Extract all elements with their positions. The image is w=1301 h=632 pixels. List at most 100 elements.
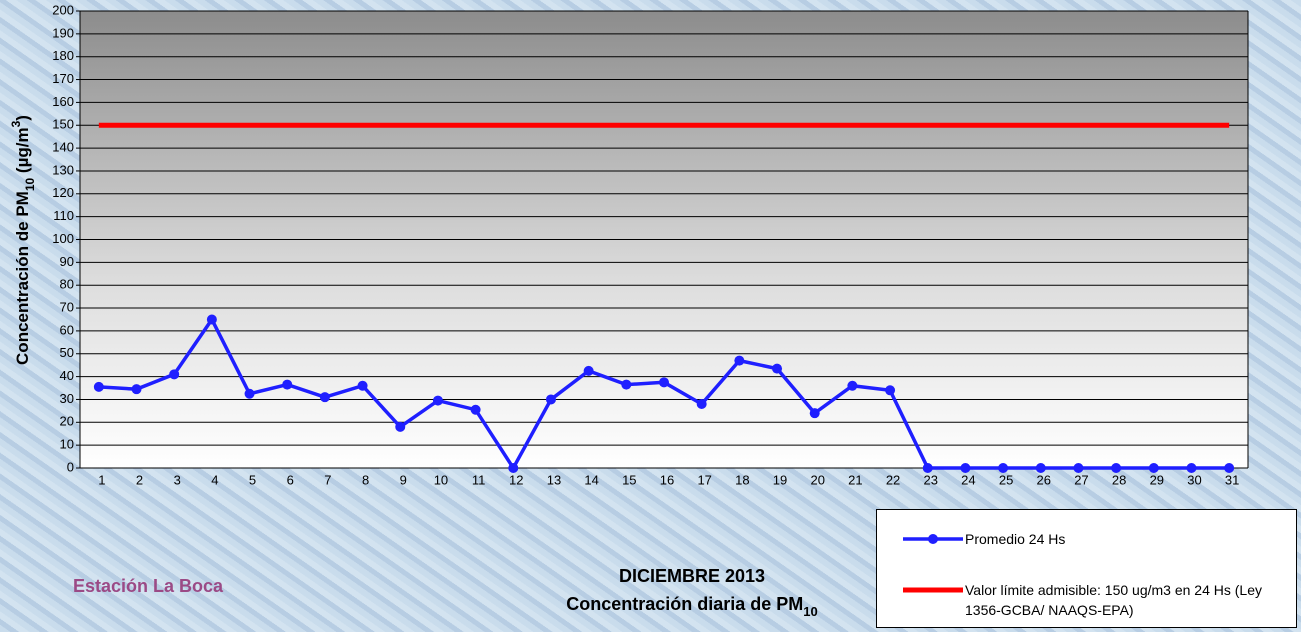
subtitle-sub: 10 (803, 604, 817, 619)
data-point (810, 408, 820, 418)
data-point (772, 364, 782, 374)
y-tick-label: 170 (52, 71, 74, 86)
data-point (697, 399, 707, 409)
x-tick-label: 9 (400, 472, 407, 487)
data-point (659, 377, 669, 387)
x-tick-label: 17 (697, 472, 711, 487)
y-tick-label: 20 (60, 414, 74, 429)
y-tick-label: 100 (52, 231, 74, 246)
data-point (885, 385, 895, 395)
y-tick-label: 160 (52, 94, 74, 109)
data-point (320, 392, 330, 402)
y-tick-label: 110 (53, 208, 74, 223)
x-tick-label: 7 (324, 472, 331, 487)
legend-swatch (903, 527, 965, 551)
data-point (1149, 463, 1159, 473)
x-tick-label: 26 (1037, 472, 1051, 487)
y-tick-label: 70 (60, 299, 74, 314)
data-point (546, 394, 556, 404)
data-point (1224, 463, 1234, 473)
data-point (94, 382, 104, 392)
y-tick-label: 150 (52, 117, 74, 132)
data-point (1111, 463, 1121, 473)
data-point (433, 396, 443, 406)
x-tick-label: 28 (1112, 472, 1126, 487)
y-tick-label: 10 (60, 437, 74, 452)
data-point (245, 389, 255, 399)
data-point (923, 463, 933, 473)
data-point (282, 380, 292, 390)
x-tick-label: 4 (211, 472, 218, 487)
x-tick-label: 25 (999, 472, 1013, 487)
data-point (358, 381, 368, 391)
x-tick-label: 11 (472, 472, 486, 487)
y-tick-label: 30 (60, 391, 74, 406)
data-point (734, 356, 744, 366)
data-point (395, 422, 405, 432)
y-label-part: ) (13, 115, 32, 121)
y-tick-label: 130 (52, 162, 74, 177)
chart-subtitle: Concentración diaria de PM10 (566, 594, 818, 619)
x-tick-label: 5 (249, 472, 256, 487)
data-point (1073, 463, 1083, 473)
data-point (998, 463, 1008, 473)
y-axis-label: Concentración de PM10 (µg/m3) (9, 115, 37, 365)
y-tick-label: 0 (67, 459, 74, 474)
x-tick-label: 13 (547, 472, 561, 487)
data-point (847, 381, 857, 391)
x-tick-label: 31 (1225, 472, 1239, 487)
x-tick-label: 10 (434, 472, 448, 487)
y-label-part: Concentración de PM (13, 191, 32, 365)
legend-label: Promedio 24 Hs (965, 529, 1290, 549)
x-tick-label: 15 (622, 472, 636, 487)
x-tick-label: 14 (584, 472, 598, 487)
data-point (207, 314, 217, 324)
x-tick-label: 1 (98, 472, 105, 487)
data-point (960, 463, 970, 473)
data-point (169, 369, 179, 379)
legend-swatch (903, 578, 965, 602)
y-label-sub: 10 (23, 177, 37, 191)
x-tick-label: 23 (924, 472, 938, 487)
y-tick-label: 40 (60, 368, 74, 383)
data-point (584, 366, 594, 376)
y-tick-label: 80 (60, 277, 74, 292)
y-tick-label: 60 (60, 322, 74, 337)
x-tick-label: 24 (961, 472, 975, 487)
legend: Promedio 24 Hs Valor límite admisible: 15… (876, 509, 1297, 628)
y-tick-label: 200 (52, 2, 74, 17)
x-tick-label: 19 (773, 472, 787, 487)
x-tick-label: 6 (287, 472, 294, 487)
y-tick-label: 190 (52, 25, 74, 40)
x-tick-label: 20 (810, 472, 824, 487)
x-tick-label: 30 (1187, 472, 1201, 487)
y-tick-label: 50 (60, 345, 74, 360)
data-point (621, 380, 631, 390)
x-tick-label: 29 (1150, 472, 1164, 487)
data-point (1036, 463, 1046, 473)
data-point (132, 384, 142, 394)
y-tick-label: 140 (52, 140, 74, 155)
x-tick-label: 22 (886, 472, 900, 487)
x-tick-label: 12 (509, 472, 523, 487)
chart-title: DICIEMBRE 2013 (619, 566, 765, 586)
data-point (471, 405, 481, 415)
x-tick-label: 8 (362, 472, 369, 487)
data-point (1186, 463, 1196, 473)
x-tick-label: 16 (660, 472, 674, 487)
legend-marker (928, 534, 938, 544)
x-tick-label: 21 (848, 472, 862, 487)
x-tick-label: 2 (136, 472, 143, 487)
subtitle-part: Concentración diaria de PM (566, 594, 803, 614)
y-tick-label: 180 (52, 48, 74, 63)
legend-label: Valor límite admisible: 150 ug/m3 en 24 … (965, 580, 1290, 620)
x-tick-label: 27 (1074, 472, 1088, 487)
data-point (508, 463, 518, 473)
x-tick-label: 3 (174, 472, 181, 487)
station-label: Estación La Boca (73, 576, 224, 596)
y-label-part: (µg/m (13, 127, 32, 177)
page: Concentración de PM10 (µg/m3) Estación L… (0, 0, 1301, 632)
y-tick-label: 120 (52, 185, 74, 200)
x-tick-label: 18 (735, 472, 749, 487)
y-tick-label: 90 (60, 254, 74, 269)
